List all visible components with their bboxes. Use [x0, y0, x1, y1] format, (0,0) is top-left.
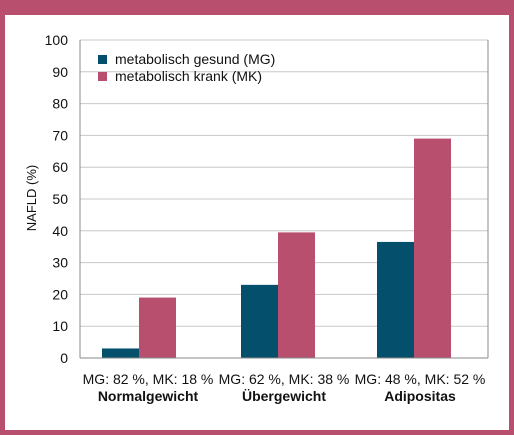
category-sublabel: MG: 82 %, MK: 18 % [83, 371, 214, 387]
gridlines [80, 39, 488, 327]
y-axis-title: NAFLD (%) [24, 165, 39, 231]
bar-mg-1 [241, 284, 278, 358]
y-tick-labels: 0 10 20 30 40 50 60 70 80 90 100 [45, 32, 69, 366]
y-tick-label: 70 [52, 127, 68, 143]
y-tick-label: 10 [52, 318, 68, 334]
axes: NAFLD (%) [24, 40, 489, 359]
category-label: Übergewicht [242, 388, 326, 404]
legend-swatch-mk [98, 72, 107, 81]
y-tick-label: 0 [60, 350, 68, 366]
bar-mg-2 [377, 241, 414, 358]
y-tick-label: 20 [52, 286, 68, 302]
category-label: Normalgewicht [98, 388, 199, 404]
bar-mg-0 [102, 348, 139, 358]
legend-swatch-mg [98, 55, 107, 64]
category-label: Adipositas [384, 388, 456, 404]
bar-mk-2 [414, 138, 451, 358]
legend-label-mk: metabolisch krank (MK) [115, 68, 262, 84]
y-tick-label: 50 [52, 191, 68, 207]
legend-label-mg: metabolisch gesund (MG) [115, 51, 275, 67]
y-tick-label: 80 [52, 96, 68, 112]
y-tick-label: 60 [52, 159, 68, 175]
y-tick-label: 100 [45, 32, 69, 48]
category-sublabel: MG: 62 %, MK: 38 % [219, 371, 350, 387]
bar-mk-0 [139, 297, 176, 358]
y-tick-label: 30 [52, 255, 68, 271]
bar-mk-1 [278, 232, 315, 358]
bars [102, 138, 451, 358]
legend: metabolisch gesund (MG) metabolisch kran… [98, 51, 275, 84]
y-tick-label: 90 [52, 64, 68, 80]
x-category-labels: MG: 82 %, MK: 18 %Normalgewicht MG: 62 %,… [83, 371, 486, 404]
y-tick-label: 40 [52, 223, 68, 239]
category-sublabel: MG: 48 %, MK: 52 % [355, 371, 486, 387]
